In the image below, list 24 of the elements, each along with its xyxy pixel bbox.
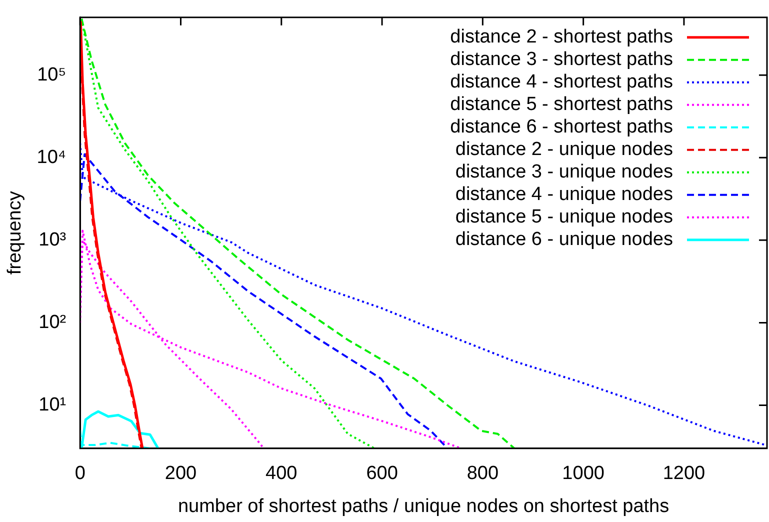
x-tick-label: 1200 (662, 463, 706, 484)
legend-label: distance 6 - shortest paths (450, 116, 673, 138)
legend-label: distance 6 - unique nodes (455, 229, 673, 250)
x-tick-label: 600 (366, 463, 398, 484)
y-tick-label: 10⁴ (36, 146, 66, 168)
y-tick-label: 10² (38, 312, 66, 333)
y-tick-label: 10³ (38, 229, 66, 250)
y-tick-label: 10⁵ (37, 64, 66, 86)
x-tick-label: 400 (266, 463, 298, 484)
y-tick-label: 10¹ (38, 394, 66, 416)
legend-label: distance 4 - unique nodes (455, 184, 673, 206)
legend-label: distance 3 - shortest paths (450, 49, 673, 70)
x-tick-label: 1000 (562, 463, 604, 484)
legend-label: distance 5 - shortest paths (450, 94, 673, 116)
y-axis-title: frequency (4, 190, 26, 275)
legend-label: distance 2 - shortest paths (450, 26, 673, 48)
legend-label: distance 3 - unique nodes (455, 162, 673, 183)
legend-label: distance 4 - shortest paths (450, 72, 673, 93)
x-axis-title: number of shortest paths / unique nodes on shortest paths (178, 496, 670, 517)
x-tick-label: 200 (164, 463, 197, 484)
legend-label: distance 5 - unique nodes (455, 206, 673, 228)
x-tick-label: 0 (74, 463, 86, 484)
legend-label: distance 2 - unique nodes (455, 139, 673, 160)
x-tick-label: 800 (466, 463, 499, 484)
